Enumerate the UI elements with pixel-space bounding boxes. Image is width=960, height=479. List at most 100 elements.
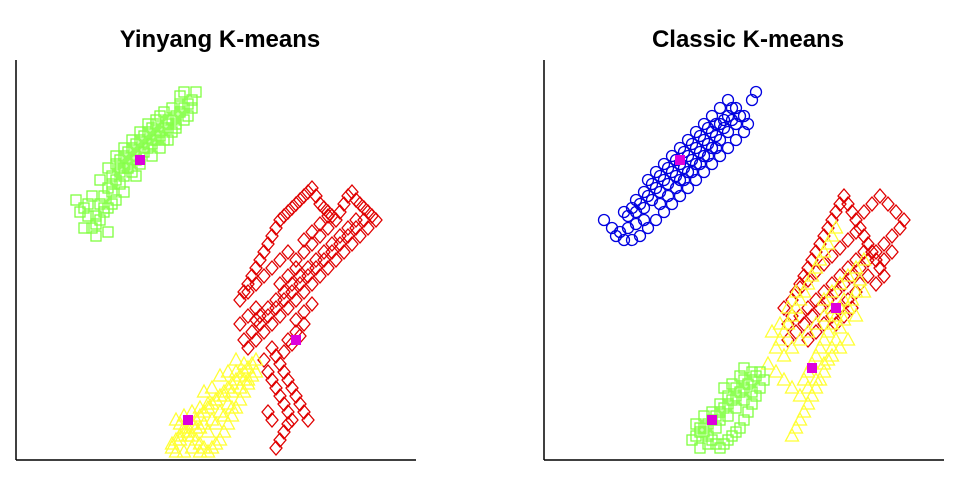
data-point-triangle — [192, 435, 208, 450]
data-point-triangle — [804, 387, 820, 402]
data-point-square — [146, 138, 158, 150]
data-point-diamond — [265, 340, 279, 356]
data-point-triangle — [772, 315, 788, 330]
data-point-diamond — [869, 276, 883, 292]
data-point-diamond — [293, 396, 307, 412]
data-point-triangle — [856, 251, 872, 266]
data-point-diamond — [805, 252, 819, 268]
data-point-diamond — [281, 244, 295, 260]
data-point-diamond — [781, 332, 795, 348]
data-point-square — [722, 434, 734, 446]
data-point-square — [118, 150, 130, 162]
data-point-diamond — [789, 324, 803, 340]
data-point-circle — [629, 217, 643, 231]
data-point-diamond — [285, 380, 299, 396]
data-point-square — [94, 214, 106, 226]
data-point-circle — [685, 137, 699, 151]
data-point-diamond — [829, 204, 843, 220]
data-point-triangle — [808, 315, 824, 330]
data-point-diamond — [237, 332, 251, 348]
data-point-circle — [685, 153, 699, 167]
data-point-diamond — [849, 212, 863, 228]
data-point-triangle — [804, 267, 820, 282]
data-point-diamond — [297, 404, 311, 420]
data-point-triangle — [844, 291, 860, 306]
data-point-square — [734, 386, 746, 398]
data-point-diamond — [265, 260, 279, 276]
data-point-diamond — [849, 252, 863, 268]
data-point-triangle — [212, 367, 228, 382]
data-point-triangle — [792, 291, 808, 306]
data-point-diamond — [233, 292, 247, 308]
data-point-square — [110, 174, 122, 186]
data-point-square — [122, 146, 134, 158]
series-square — [686, 362, 770, 454]
yinyang-scatter-plot — [15, 60, 416, 461]
data-point-square — [722, 398, 734, 410]
data-point-diamond — [269, 220, 283, 236]
data-point-diamond — [333, 236, 347, 252]
data-point-triangle — [836, 291, 852, 306]
data-point-diamond — [273, 432, 287, 448]
data-point-square — [114, 154, 126, 166]
data-point-circle — [729, 117, 743, 131]
data-point-triangle — [840, 331, 856, 346]
data-point-circle — [633, 197, 647, 211]
data-point-diamond — [289, 292, 303, 308]
data-point-triangle — [220, 363, 236, 378]
data-point-square — [126, 134, 138, 146]
data-point-square — [146, 150, 158, 162]
data-point-diamond — [341, 228, 355, 244]
data-point-square — [710, 438, 722, 450]
data-point-square — [174, 106, 186, 118]
data-point-circle — [701, 121, 715, 135]
data-point-square — [178, 86, 190, 98]
data-point-diamond — [273, 276, 287, 292]
data-point-diamond — [809, 292, 823, 308]
data-point-diamond — [261, 364, 275, 380]
data-point-square — [126, 166, 138, 178]
data-point-diamond — [877, 252, 891, 268]
data-point-circle — [681, 165, 695, 179]
data-point-square — [130, 170, 142, 182]
data-point-triangle — [824, 283, 840, 298]
data-point-diamond — [885, 244, 899, 260]
data-point-square — [78, 222, 90, 234]
data-point-circle — [717, 113, 731, 127]
data-point-triangle — [840, 267, 856, 282]
data-point-diamond — [801, 272, 815, 288]
data-point-triangle — [828, 331, 844, 346]
data-point-diamond — [241, 340, 255, 356]
data-point-square — [746, 366, 758, 378]
data-point-square — [738, 362, 750, 374]
data-point-triangle — [784, 379, 800, 394]
centroid-marker — [675, 155, 685, 165]
data-point-triangle — [824, 227, 840, 242]
data-point-triangle — [764, 323, 780, 338]
data-point-square — [178, 114, 190, 126]
data-point-square — [746, 386, 758, 398]
data-point-diamond — [273, 252, 287, 268]
data-point-diamond — [809, 324, 823, 340]
data-point-circle — [737, 125, 751, 139]
data-point-diamond — [825, 276, 839, 292]
data-point-diamond — [861, 236, 875, 252]
data-point-square — [122, 162, 134, 174]
data-point-triangle — [204, 411, 220, 426]
data-point-square — [726, 394, 738, 406]
data-point-square — [730, 426, 742, 438]
data-point-triangle — [832, 339, 848, 354]
centroids — [135, 155, 301, 425]
data-point-square — [102, 226, 114, 238]
data-point-circle — [697, 133, 711, 147]
data-point-diamond — [777, 300, 791, 316]
data-point-triangle — [208, 415, 224, 430]
data-point-diamond — [821, 220, 835, 236]
data-point-circle — [657, 205, 671, 219]
data-point-triangle — [800, 323, 816, 338]
data-point-square — [758, 374, 770, 386]
data-point-diamond — [321, 260, 335, 276]
data-point-diamond — [837, 308, 851, 324]
data-point-diamond — [241, 308, 255, 324]
data-point-circle — [697, 117, 711, 131]
